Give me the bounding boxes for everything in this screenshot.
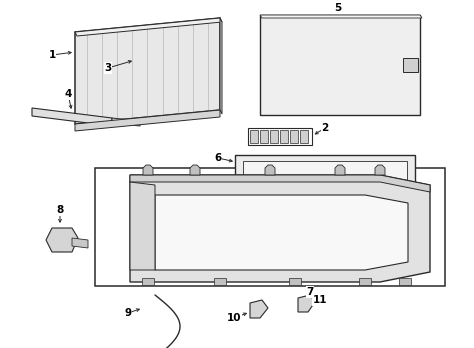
Text: 11: 11 <box>313 295 327 305</box>
Text: 5: 5 <box>334 3 342 13</box>
Polygon shape <box>243 161 407 212</box>
Polygon shape <box>235 155 415 218</box>
Polygon shape <box>250 130 258 143</box>
Polygon shape <box>72 238 88 248</box>
Text: 9: 9 <box>125 308 132 318</box>
Polygon shape <box>155 195 408 270</box>
Polygon shape <box>265 165 275 175</box>
Polygon shape <box>399 278 411 285</box>
Polygon shape <box>260 15 422 18</box>
Text: 2: 2 <box>321 123 328 133</box>
Polygon shape <box>75 18 220 124</box>
Text: 7: 7 <box>306 287 314 297</box>
Polygon shape <box>300 130 308 143</box>
Text: 6: 6 <box>214 153 222 163</box>
Polygon shape <box>190 165 200 175</box>
Text: 1: 1 <box>48 50 55 60</box>
Polygon shape <box>375 165 385 175</box>
Polygon shape <box>46 228 78 252</box>
Polygon shape <box>290 130 298 143</box>
Bar <box>95 168 445 286</box>
Polygon shape <box>250 300 268 318</box>
Polygon shape <box>142 278 154 285</box>
Polygon shape <box>112 118 140 126</box>
Polygon shape <box>32 108 112 126</box>
Polygon shape <box>143 165 153 175</box>
Text: 3: 3 <box>104 63 111 73</box>
Polygon shape <box>270 130 278 143</box>
Polygon shape <box>260 15 420 115</box>
Polygon shape <box>403 58 418 72</box>
Text: 10: 10 <box>227 313 241 323</box>
Polygon shape <box>75 110 220 131</box>
Polygon shape <box>130 175 430 192</box>
Polygon shape <box>359 278 371 285</box>
Polygon shape <box>289 278 301 285</box>
Polygon shape <box>130 182 155 270</box>
Polygon shape <box>130 175 430 282</box>
Polygon shape <box>214 278 226 285</box>
Polygon shape <box>335 165 345 175</box>
Polygon shape <box>298 295 315 312</box>
Polygon shape <box>280 130 288 143</box>
Text: 8: 8 <box>56 205 64 215</box>
Polygon shape <box>220 18 222 114</box>
Text: 4: 4 <box>64 89 72 99</box>
Polygon shape <box>260 130 268 143</box>
Polygon shape <box>75 18 222 36</box>
